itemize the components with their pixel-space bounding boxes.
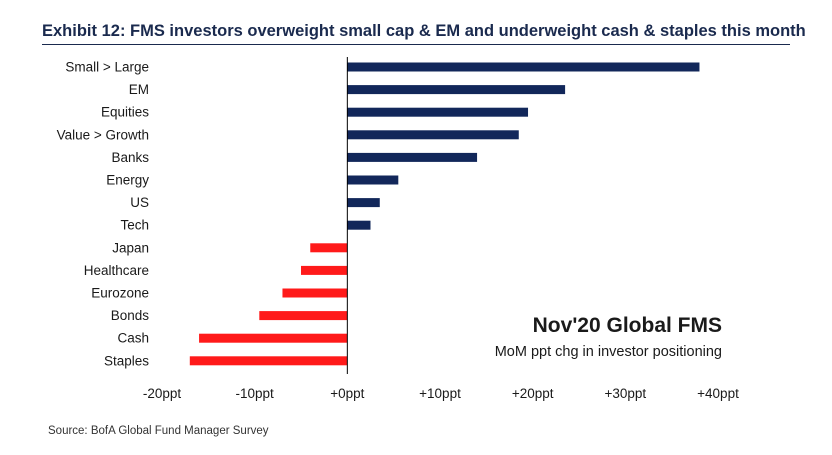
bar-value-growth [347, 130, 519, 140]
category-label-small-large: Small > Large [65, 60, 149, 75]
x-tick-label: +40ppt [697, 386, 739, 401]
category-label-cash: Cash [117, 331, 149, 346]
exhibit-title: Exhibit 12: FMS investors overweight sma… [42, 22, 806, 45]
x-tick-label: -20ppt [143, 386, 182, 401]
bar-japan [310, 243, 348, 253]
category-label-tech: Tech [120, 218, 149, 233]
category-label-energy: Energy [106, 173, 149, 188]
category-label-banks: Banks [111, 150, 149, 165]
category-label-bonds: Bonds [111, 308, 150, 323]
bar-small-large [347, 62, 700, 72]
bars-group [189, 62, 700, 366]
bar-healthcare [301, 265, 348, 275]
category-label-em: EM [129, 82, 149, 97]
category-label-healthcare: Healthcare [84, 263, 149, 278]
x-tick-label: -10ppt [236, 386, 275, 401]
source-note: Source: BofA Global Fund Manager Survey [48, 425, 269, 437]
category-label-staples: Staples [104, 353, 149, 368]
bar-us [347, 198, 380, 208]
x-tick-label: +30ppt [604, 386, 646, 401]
x-tick-label: +0ppt [330, 386, 364, 401]
category-label-us: US [130, 195, 149, 210]
bar-cash [199, 333, 348, 343]
category-label-japan: Japan [112, 240, 149, 255]
category-label-equities: Equities [101, 105, 149, 120]
bar-energy [347, 175, 399, 185]
chart-title: Nov'20 Global FMS [533, 314, 722, 337]
x-tick-labels-group: -20ppt -10ppt +0ppt +10ppt +20ppt +30ppt +40pp… [143, 386, 739, 401]
bar-equities [347, 107, 529, 117]
bar-tech [347, 220, 371, 230]
bar-banks [347, 152, 478, 162]
x-tick-label: +10ppt [419, 386, 461, 401]
category-label-eurozone: Eurozone [91, 286, 149, 301]
x-tick-label: +20ppt [512, 386, 554, 401]
bar-em [347, 85, 566, 95]
bar-bonds [259, 311, 348, 321]
category-labels-group: Small > Large EM Equities Value > Growth Ban… [57, 60, 150, 369]
bar-eurozone [282, 288, 348, 298]
bar-staples [189, 356, 348, 366]
category-label-value-growth: Value > Growth [57, 127, 149, 142]
chart-subtitle: MoM ppt chg in investor positioning [495, 344, 722, 360]
